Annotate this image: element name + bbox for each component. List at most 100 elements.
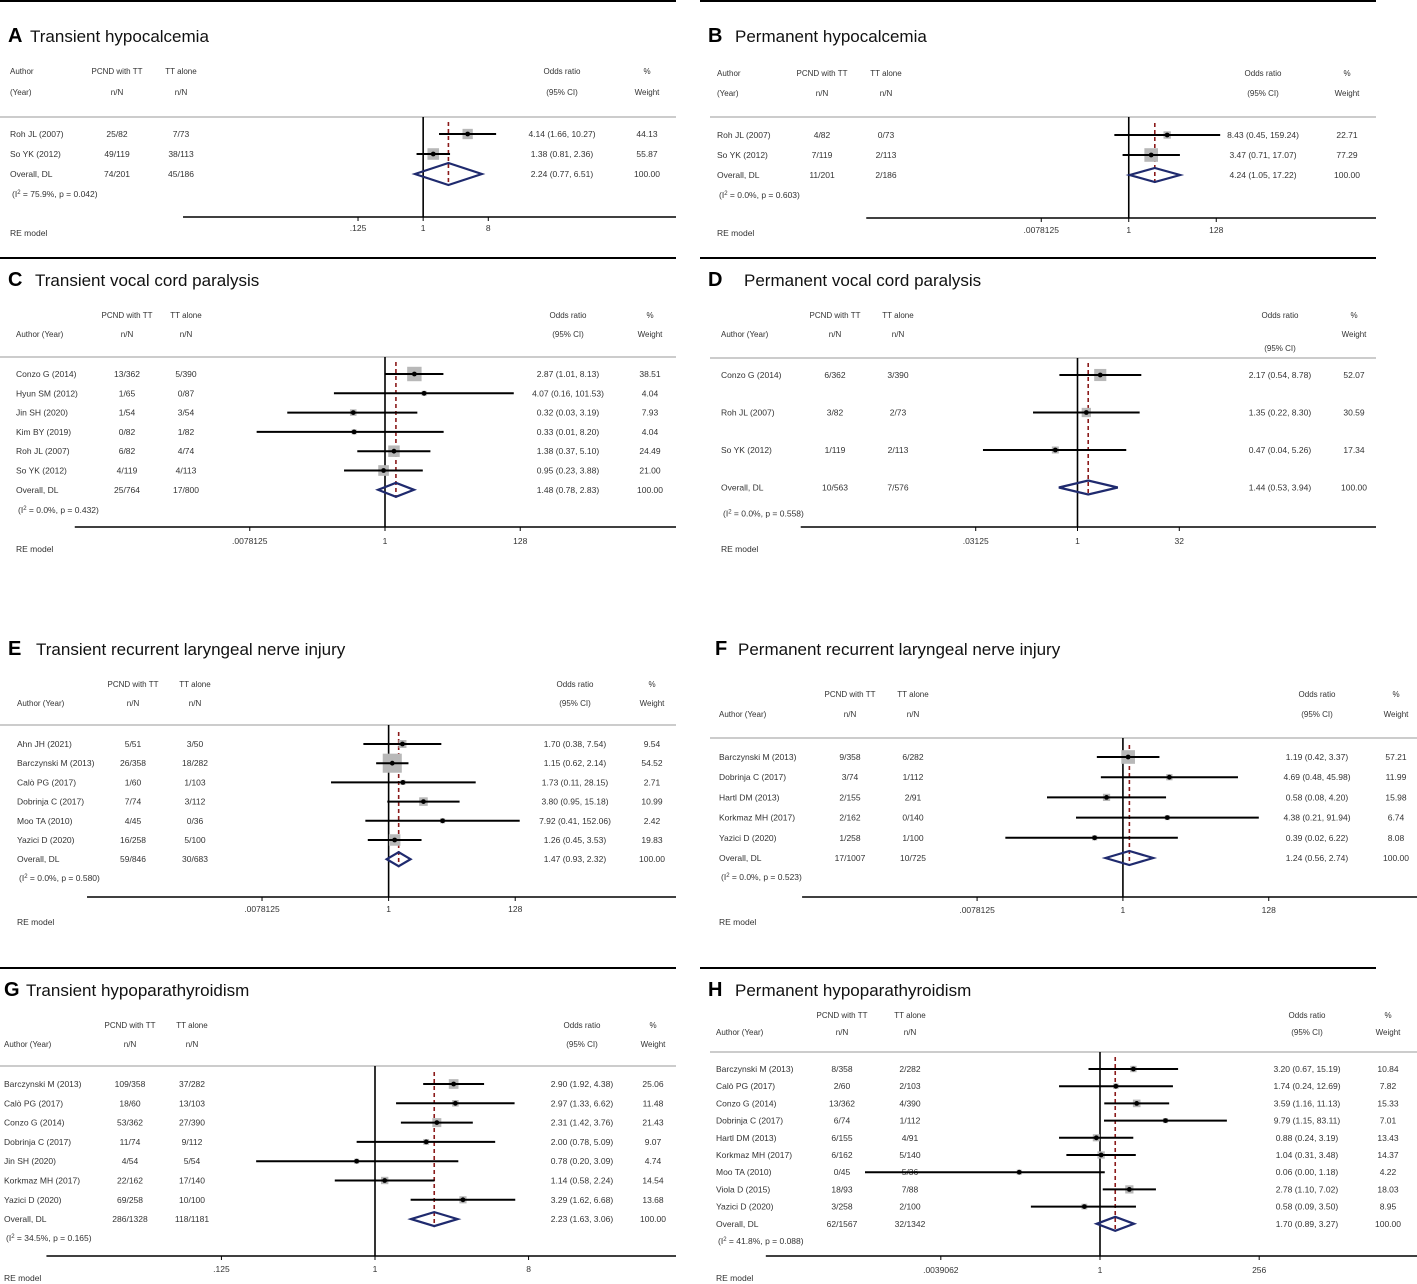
study-or-ci: 4.38 (0.21, 91.94) bbox=[1283, 813, 1350, 823]
study-tt: 5/140 bbox=[899, 1150, 921, 1160]
study-or-ci: 2.17 (0.54, 8.78) bbox=[1249, 370, 1312, 380]
panel-letter: G bbox=[4, 979, 20, 1001]
col-pcnd-nn: n/N bbox=[124, 1040, 137, 1049]
col-pcnd: PCND with TT bbox=[817, 1011, 868, 1020]
study-row: Barczynski M (2013) 109/358 37/282 2.90 (1.… bbox=[4, 1079, 664, 1089]
point-estimate bbox=[423, 1139, 429, 1145]
study-tt: 4/113 bbox=[176, 466, 197, 476]
study-or-ci: 0.39 (0.02, 6.22) bbox=[1286, 833, 1349, 843]
study-tt: 0/87 bbox=[178, 388, 195, 398]
panel-title: Permanent hypoparathyroidism bbox=[735, 981, 971, 1000]
study-pcnd: 2/60 bbox=[834, 1081, 851, 1091]
overall-weight: 100.00 bbox=[637, 485, 663, 495]
study-tt: 2/282 bbox=[899, 1064, 921, 1074]
study-row: So YK (2012) 49/119 38/113 1.38 (0.81, 2.36… bbox=[10, 148, 658, 160]
study-row: Barczynski M (2013) 26/358 18/282 1.15 (0.6… bbox=[17, 753, 663, 773]
het-p: 0.088 bbox=[779, 1236, 801, 1246]
study-name: Barczynski M (2013) bbox=[4, 1079, 82, 1089]
x-tick-label: 1 bbox=[1126, 225, 1131, 235]
col-author-year: Author (Year) bbox=[716, 1028, 764, 1037]
study-name: Jin SH (2020) bbox=[4, 1156, 56, 1166]
het-p: 0.603 bbox=[776, 190, 798, 200]
study-weight: 4.22 bbox=[1380, 1167, 1397, 1177]
study-or-ci: 1.19 (0.42, 3.37) bbox=[1286, 752, 1349, 762]
study-weight: 19.83 bbox=[641, 835, 663, 845]
model-label: RE model bbox=[10, 228, 47, 238]
col-tt-nn: n/N bbox=[189, 699, 202, 708]
col-weight: Weight bbox=[1342, 330, 1368, 339]
col-pcnd-nn: n/N bbox=[816, 89, 829, 98]
study-tt: 2/73 bbox=[890, 408, 907, 418]
panel-title: Transient hypoparathyroidism bbox=[26, 981, 249, 1000]
study-pcnd: 0/82 bbox=[119, 427, 136, 437]
col-weight: Weight bbox=[641, 1040, 667, 1049]
point-estimate bbox=[1052, 447, 1058, 453]
study-tt: 0/73 bbox=[878, 130, 895, 140]
x-tick-label: 128 bbox=[1262, 905, 1276, 915]
study-tt: 1/103 bbox=[184, 777, 206, 787]
overall-or-ci: 1.44 (0.53, 3.94) bbox=[1249, 483, 1312, 493]
study-name: Dobrinja C (2017) bbox=[716, 1116, 783, 1126]
study-row: Yazici D (2020) 3/258 2/100 0.58 (0.09, 3.5… bbox=[716, 1202, 1397, 1212]
study-row: Calò PG (2017) 2/60 2/103 1.74 (0.24, 12.69… bbox=[716, 1081, 1397, 1091]
overall-tt: 17/800 bbox=[173, 485, 199, 495]
model-label: RE model bbox=[17, 917, 54, 927]
overall-row: Overall, DL 74/201 45/186 2.24 (0.77, 6.51)… bbox=[10, 161, 660, 187]
overall-name: Overall, DL bbox=[721, 483, 764, 493]
study-weight: 8.95 bbox=[1380, 1202, 1397, 1212]
study-pcnd: 6/82 bbox=[119, 446, 136, 456]
panel-letter: A bbox=[8, 25, 22, 47]
overall-weight: 100.00 bbox=[1341, 483, 1367, 493]
study-pcnd: 11/74 bbox=[120, 1137, 141, 1147]
study-tt: 1/100 bbox=[902, 833, 924, 843]
study-weight: 2.71 bbox=[644, 777, 661, 787]
study-pcnd: 6/155 bbox=[831, 1133, 853, 1143]
overall-pcnd: 74/201 bbox=[104, 169, 130, 179]
overall-or-ci: 2.23 (1.63, 3.06) bbox=[551, 1214, 614, 1224]
model-label: RE model bbox=[4, 1273, 41, 1283]
col-pct: % bbox=[1343, 69, 1350, 78]
study-pcnd: 3/74 bbox=[842, 772, 859, 782]
study-tt: 7/73 bbox=[173, 129, 190, 139]
study-weight: 21.00 bbox=[639, 466, 661, 476]
col-author-year: Author (Year) bbox=[4, 1040, 52, 1049]
study-row: Roh JL (2007) 25/82 7/73 4.14 (1.66, 10.27)… bbox=[10, 128, 658, 140]
col-tt: TT alone bbox=[165, 67, 197, 76]
study-name: Roh JL (2007) bbox=[10, 129, 64, 139]
study-weight: 4.74 bbox=[645, 1156, 662, 1166]
study-row: Conzo G (2014) 53/362 27/390 2.31 (1.42, 3.… bbox=[4, 1118, 664, 1128]
col-tt-nn: n/N bbox=[880, 89, 893, 98]
study-or-ci: 2.78 (1.10, 7.02) bbox=[1276, 1184, 1339, 1194]
col-author-year: Author (Year) bbox=[17, 699, 65, 708]
col-weight: Weight bbox=[1335, 89, 1361, 98]
col-pct: % bbox=[1392, 690, 1399, 699]
study-pcnd: 4/45 bbox=[125, 816, 142, 826]
het-i2: 75.9% bbox=[30, 189, 55, 199]
point-estimate bbox=[1093, 1135, 1099, 1141]
study-weight: 7.82 bbox=[1380, 1081, 1397, 1091]
study-name: Conzo G (2014) bbox=[721, 370, 782, 380]
study-name: Barczynski M (2013) bbox=[17, 758, 95, 768]
x-tick-label: 128 bbox=[513, 536, 527, 546]
col-ci: (95% CI) bbox=[1301, 710, 1333, 719]
col-pcnd-nn: n/N bbox=[127, 699, 140, 708]
col-pct: % bbox=[646, 311, 653, 320]
study-pcnd: 1/65 bbox=[119, 388, 136, 398]
study-tt: 2/100 bbox=[899, 1202, 921, 1212]
col-author-year: Author (Year) bbox=[721, 330, 769, 339]
col-author: Author bbox=[10, 67, 34, 76]
overall-row: Overall, DL 59/846 30/683 1.47 (0.93, 2.32)… bbox=[17, 850, 665, 868]
pooled-diamond bbox=[384, 850, 413, 868]
col-pcnd-nn: n/N bbox=[111, 88, 124, 97]
study-weight: 17.34 bbox=[1343, 445, 1365, 455]
study-pcnd: 5/51 bbox=[125, 739, 142, 749]
heterogeneity-label: (I2 = 0.0%, p = 0.432) bbox=[18, 505, 99, 515]
study-or-ci: 2.31 (1.42, 3.76) bbox=[551, 1118, 614, 1128]
col-author: Author bbox=[717, 69, 741, 78]
overall-row: Overall, DL 25/764 17/800 1.48 (0.78, 2.83)… bbox=[16, 481, 663, 498]
study-row: Jin SH (2020) 1/54 3/54 0.32 (0.03, 3.19) 7.… bbox=[16, 408, 659, 418]
col-odds-ratio: Odds ratio bbox=[1299, 690, 1336, 699]
overall-row: Overall, DL 286/1328 118/1181 2.23 (1.63, 3… bbox=[4, 1210, 666, 1228]
study-tt: 0/36 bbox=[187, 816, 204, 826]
col-tt-nn: n/N bbox=[180, 330, 193, 339]
